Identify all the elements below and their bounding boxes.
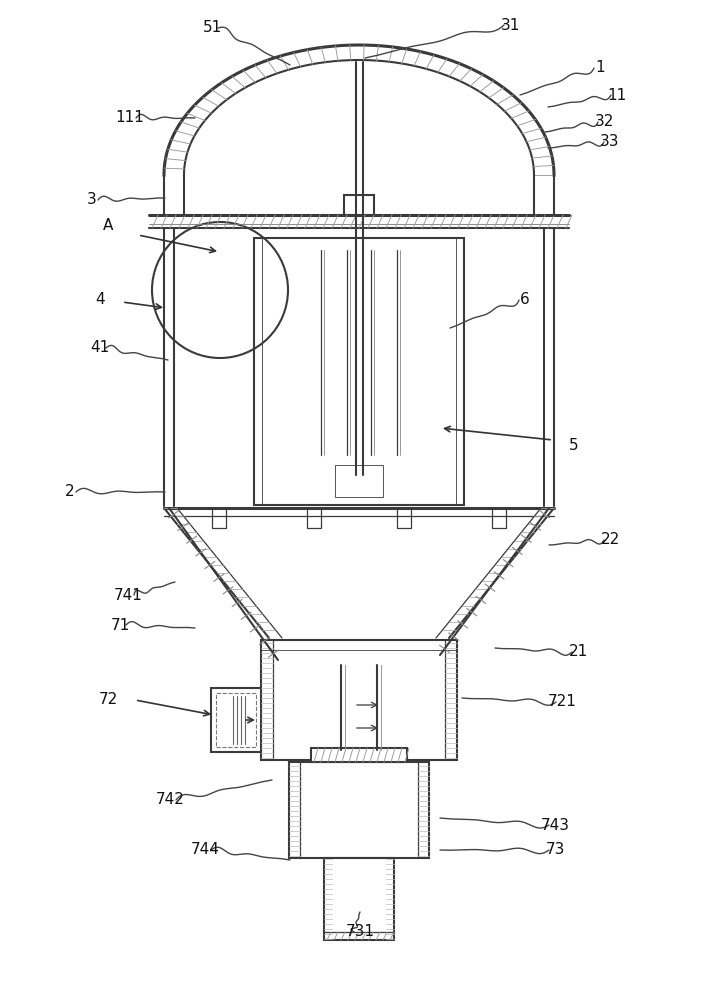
Bar (261, 640, 457, 760)
Text: 3: 3 (87, 192, 97, 208)
Text: 731: 731 (345, 924, 375, 940)
Text: 73: 73 (545, 842, 564, 857)
Text: 32: 32 (595, 114, 614, 129)
Bar (397, 508, 411, 528)
Bar (216, 693, 256, 747)
Text: 33: 33 (600, 134, 620, 149)
Bar (307, 508, 321, 528)
Bar (492, 508, 506, 528)
Text: 31: 31 (500, 17, 520, 32)
Bar (211, 688, 261, 752)
Bar (344, 195, 374, 215)
Text: 21: 21 (569, 645, 587, 660)
Text: 741: 741 (113, 587, 142, 602)
Text: 743: 743 (541, 818, 569, 832)
Text: A: A (103, 218, 113, 232)
Bar (289, 762, 429, 858)
Text: 51: 51 (202, 20, 222, 35)
Text: 2: 2 (65, 485, 75, 499)
Bar (212, 508, 226, 528)
Text: 6: 6 (520, 292, 530, 308)
Bar (324, 858, 394, 940)
Text: 71: 71 (111, 617, 130, 633)
Text: 1: 1 (595, 60, 605, 76)
Text: 111: 111 (116, 110, 144, 125)
Bar (254, 238, 464, 505)
Bar (335, 465, 383, 497)
Text: 41: 41 (90, 340, 110, 356)
Text: 22: 22 (600, 532, 620, 548)
Text: 11: 11 (607, 88, 627, 103)
Text: 742: 742 (156, 792, 185, 808)
Text: 721: 721 (548, 694, 577, 710)
Text: 72: 72 (98, 692, 118, 708)
Text: 744: 744 (190, 842, 220, 857)
Text: 5: 5 (569, 438, 579, 452)
Bar (311, 748, 407, 762)
Text: 4: 4 (95, 292, 105, 308)
